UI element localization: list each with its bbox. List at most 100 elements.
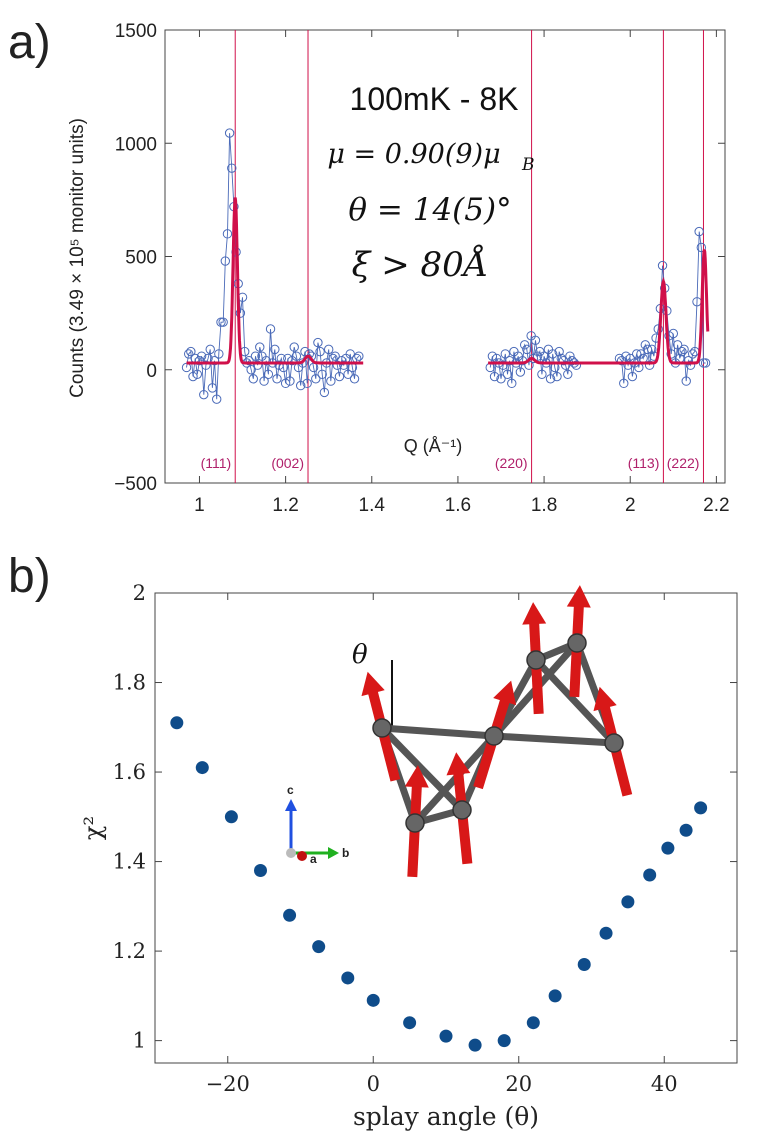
y-axis-label-a: Counts (3.49 × 10⁵ monitor units) xyxy=(67,118,88,398)
data-point xyxy=(696,242,707,253)
data-point xyxy=(274,360,284,370)
data-point xyxy=(500,349,511,359)
data-point xyxy=(285,376,295,386)
data-point xyxy=(683,355,694,366)
panel-b-label: b) xyxy=(8,550,51,603)
data-point xyxy=(496,374,506,384)
chi-squared-point xyxy=(439,1029,453,1043)
correlation-annotation: ξ > 80Å xyxy=(352,244,489,285)
data-point xyxy=(207,383,218,393)
data-point xyxy=(532,351,543,361)
chi-squared-point xyxy=(679,823,693,837)
atom xyxy=(526,650,546,670)
chi-squared-point xyxy=(468,1038,482,1052)
chi-squared-point xyxy=(224,810,238,824)
chi-squared-point xyxy=(526,1016,540,1030)
data-point xyxy=(227,163,237,173)
peak-label: (113) xyxy=(628,455,660,471)
moment-subscript: B xyxy=(521,155,535,175)
a-axis-dot xyxy=(297,851,307,861)
bond xyxy=(378,724,466,814)
data-point xyxy=(700,358,711,368)
data-point xyxy=(487,351,498,361)
data-point xyxy=(280,378,291,389)
x-tick-label: 1 xyxy=(194,495,205,516)
y-tick-label: 0 xyxy=(146,361,157,382)
data-point xyxy=(235,308,246,318)
angle-annotation: θ = 14(5)° xyxy=(348,192,511,228)
data-point xyxy=(571,360,582,370)
x-tick-label: 0 xyxy=(367,1072,380,1096)
data-point xyxy=(313,337,323,348)
y-tick-label: 1000 xyxy=(115,134,157,155)
spin-arrowhead-icon xyxy=(566,585,591,608)
data-point xyxy=(631,349,642,359)
data-point xyxy=(263,369,274,379)
moment-annotation: μ = 0.90(9)μ xyxy=(327,139,500,170)
data-point xyxy=(220,256,231,266)
spin-arrowhead-icon xyxy=(493,680,517,706)
data-point xyxy=(565,351,575,361)
data-point xyxy=(489,371,500,382)
y-tick-label: 1.2 xyxy=(113,939,146,963)
y-axis-label-b: χ² xyxy=(79,816,107,840)
x-tick-label: −20 xyxy=(206,1072,250,1096)
data-point xyxy=(623,360,633,370)
data-point xyxy=(270,344,280,355)
data-point xyxy=(642,344,653,355)
chi-squared-chart: −20 0 20 40 1 1.2 1.4 1.6 1.8 2 c a b θ xyxy=(79,581,738,1131)
data-point xyxy=(498,360,508,370)
data-point xyxy=(255,342,265,352)
data-point xyxy=(681,376,691,386)
chi-squared-point xyxy=(170,716,184,730)
data-point xyxy=(679,344,689,355)
chart-b-frame xyxy=(154,592,738,1064)
axis-triad: c a b xyxy=(285,783,349,866)
c-axis-arrowhead-icon xyxy=(285,799,297,811)
chi-squared-point xyxy=(312,940,326,954)
chi-squared-point xyxy=(403,1016,417,1030)
data-point xyxy=(504,355,515,366)
data-point xyxy=(246,365,256,375)
peak-lines: (111) (002) (220) (113) (222) xyxy=(201,30,704,483)
fit-curve xyxy=(186,197,710,365)
data-point xyxy=(259,376,269,386)
atom xyxy=(452,800,472,820)
data-point xyxy=(563,369,573,379)
chi-squared-point xyxy=(253,864,267,878)
chi-squared-point xyxy=(577,958,591,972)
data-point xyxy=(330,351,340,361)
x-tick-label: 1.2 xyxy=(272,495,298,516)
data-point xyxy=(698,358,709,368)
b-axis-label: b xyxy=(342,846,349,860)
data-point xyxy=(319,387,330,398)
data-point xyxy=(192,369,203,379)
data-point xyxy=(252,360,263,370)
data-point xyxy=(317,369,327,379)
data-point xyxy=(345,349,355,359)
data-point xyxy=(272,374,282,384)
chi-squared-point xyxy=(599,926,613,940)
data-point xyxy=(196,351,207,361)
chi-squared-point xyxy=(366,993,380,1007)
data-point xyxy=(666,349,676,359)
peak-label: (222) xyxy=(667,455,700,471)
data-point xyxy=(248,374,259,384)
temperature-annotation: 100mK - 8K xyxy=(350,81,519,117)
x-tick-label: 1.6 xyxy=(445,495,471,516)
bond xyxy=(378,724,498,740)
data-point xyxy=(289,342,299,352)
chi-squared-point xyxy=(283,908,297,922)
data-point xyxy=(216,317,226,327)
data-point xyxy=(250,351,261,361)
data-point xyxy=(261,355,271,366)
data-point xyxy=(554,346,564,357)
spin-arrowhead-icon xyxy=(404,765,429,788)
theta-label: θ xyxy=(352,640,368,670)
data-point xyxy=(214,349,224,359)
data-point xyxy=(545,374,556,384)
x-tick-label: 1.4 xyxy=(359,495,386,516)
data-point xyxy=(539,351,549,361)
chi-squared-point xyxy=(621,895,635,909)
data-point xyxy=(687,349,698,359)
